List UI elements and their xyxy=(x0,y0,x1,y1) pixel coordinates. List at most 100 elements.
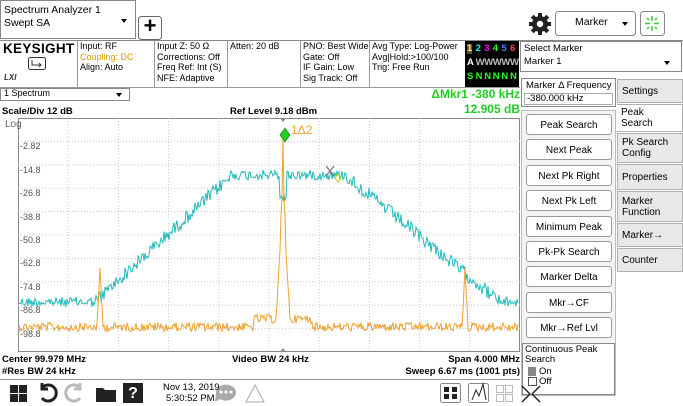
help-glyph: ? xyxy=(128,385,138,402)
softkey[interactable]: Next Pk Right xyxy=(526,164,612,186)
marker-ref xyxy=(334,173,342,183)
setting-text: Coupling: DC xyxy=(80,51,134,62)
softkey[interactable]: Next Peak xyxy=(526,139,612,161)
softkey[interactable]: Minimum Peak xyxy=(526,215,612,237)
span: Span 4.000 MHz xyxy=(448,354,520,365)
y-label: -74.8 xyxy=(20,281,41,292)
marker-field-label: Marker Δ Frequency xyxy=(526,80,612,91)
gear-icon xyxy=(529,13,551,35)
menu-tab[interactable]: Properties xyxy=(617,164,683,190)
marker-bottom-indicator xyxy=(280,348,286,352)
menu-tab[interactable]: Marker Function xyxy=(617,191,683,222)
traces xyxy=(18,137,519,334)
setting-text: Avg Type: Log-Power xyxy=(372,41,458,51)
softkey[interactable]: Mkr→Ref Lvl xyxy=(526,317,612,339)
trace-flag: N xyxy=(510,71,517,82)
setting-text: Sig Track: Off xyxy=(303,72,358,83)
window-dropdown-frame xyxy=(0,88,130,101)
setting-text: PNO: Best Wide xyxy=(303,41,369,51)
preset-icon xyxy=(645,16,659,31)
trace-flag: N xyxy=(492,71,500,82)
setting-text: Trig: Free Run xyxy=(372,62,430,72)
setting-text: Gate: Off xyxy=(303,51,340,62)
menu-tab[interactable]: Settings xyxy=(617,79,683,103)
trace-flag: 6 xyxy=(510,43,516,54)
softkey[interactable]: Mkr→CF xyxy=(526,291,612,313)
continuous-label: Continuous Peak Search xyxy=(525,344,598,366)
tab-frame xyxy=(0,0,136,39)
tab-subtitle: Swept SA xyxy=(4,17,51,29)
menu-tab[interactable]: Marker→ xyxy=(617,223,683,247)
setting-text: Atten: 20 dB xyxy=(230,41,280,51)
menu-tab[interactable]: Counter xyxy=(617,248,683,272)
y-label: -50.8 xyxy=(20,235,41,245)
marker-2-x xyxy=(325,165,335,177)
y-label: -98.8 xyxy=(20,328,41,339)
softkey[interactable]: Marker Delta xyxy=(526,266,612,288)
time: 5:30:52 PM xyxy=(166,393,215,404)
select-marker-frame xyxy=(520,41,682,72)
trace-flag: W xyxy=(475,57,485,68)
undo-icon xyxy=(40,383,58,403)
continuous-off[interactable]: Off xyxy=(539,376,552,387)
sweep: Sweep 6.67 ms (1001 pts) xyxy=(405,366,520,377)
scale-type: Log xyxy=(5,119,22,130)
softkey[interactable]: Next Pk Left xyxy=(526,190,612,212)
video-bw: Video BW 24 kHz xyxy=(232,354,309,365)
window-dropdown[interactable]: 1 Spectrum xyxy=(4,88,51,98)
dropdown-arrow xyxy=(116,93,122,97)
lxi-logo: LXI xyxy=(4,73,17,82)
keyboard-keys xyxy=(444,387,457,399)
y-label: -26.8 xyxy=(20,188,41,199)
menu-tab[interactable]: Peak Search xyxy=(617,104,683,132)
add-button[interactable]: + xyxy=(143,13,157,38)
trace-2 xyxy=(18,168,519,309)
dropdown-arrow xyxy=(121,19,127,23)
trace-flag: 1 xyxy=(467,43,473,55)
marker-value: 12.905 dB xyxy=(463,102,520,116)
setting-text: Input: RF xyxy=(80,41,118,51)
menu-tab[interactable]: Pk Search Config xyxy=(617,133,683,163)
split-icon-trace xyxy=(471,382,487,401)
folder-icon xyxy=(96,388,116,402)
softkey[interactable]: Pk-Pk Search xyxy=(526,241,612,262)
radio-off xyxy=(528,377,537,386)
scale: Scale/Div 12 dB xyxy=(2,106,73,117)
y-label: -38.8 xyxy=(20,211,41,222)
continuous-on[interactable]: On xyxy=(539,366,552,377)
ref-level: Ref Level 9.18 dBm xyxy=(230,106,318,117)
trace-1 xyxy=(18,137,519,334)
res-bw: #Res BW 24 kHz xyxy=(2,366,76,377)
continuous-frame xyxy=(522,343,615,395)
graticule xyxy=(18,118,520,352)
settings-cells xyxy=(0,41,520,88)
trace-flag: 3 xyxy=(484,43,490,54)
tab-title[interactable]: Spectrum Analyzer 1 xyxy=(4,4,101,16)
y-label: -62.8 xyxy=(20,258,41,269)
input-icon-arrow xyxy=(31,60,42,68)
select-marker-value[interactable]: Marker 1 xyxy=(524,56,562,67)
mode-dropdown[interactable]: Marker xyxy=(575,16,608,28)
setting-text: Align: Auto xyxy=(80,62,124,72)
trace-flag: N xyxy=(484,71,492,82)
input-icon xyxy=(28,57,46,70)
add-button-frame xyxy=(138,16,162,40)
setting-text: IF Gain: Low xyxy=(303,62,355,72)
marker-field-value[interactable]: -380.000 kHz xyxy=(527,93,584,104)
softkey[interactable]: Peak Search xyxy=(526,114,612,135)
y-label: -2.82 xyxy=(20,141,41,152)
trace-flag: N xyxy=(475,71,483,82)
trace-flag: 2 xyxy=(475,43,481,54)
mode-dropdown-frame xyxy=(555,11,636,36)
setting-text: Freq Ref: Int (S) xyxy=(157,62,222,72)
dropdown-arrow xyxy=(622,22,628,26)
trace-flag: 4 xyxy=(492,43,499,54)
marker-readout: ΔMkr1 -380 kHz xyxy=(431,87,520,101)
trace-flag: A xyxy=(467,57,474,68)
setting-text: NFE: Adaptive xyxy=(157,72,215,83)
setting-text: Input Z: 50 Ω xyxy=(157,41,210,51)
alert-icon xyxy=(245,383,265,403)
radio-on xyxy=(528,367,536,376)
marker-field-input xyxy=(524,93,613,105)
marker-label: 1Δ2 xyxy=(291,123,313,137)
